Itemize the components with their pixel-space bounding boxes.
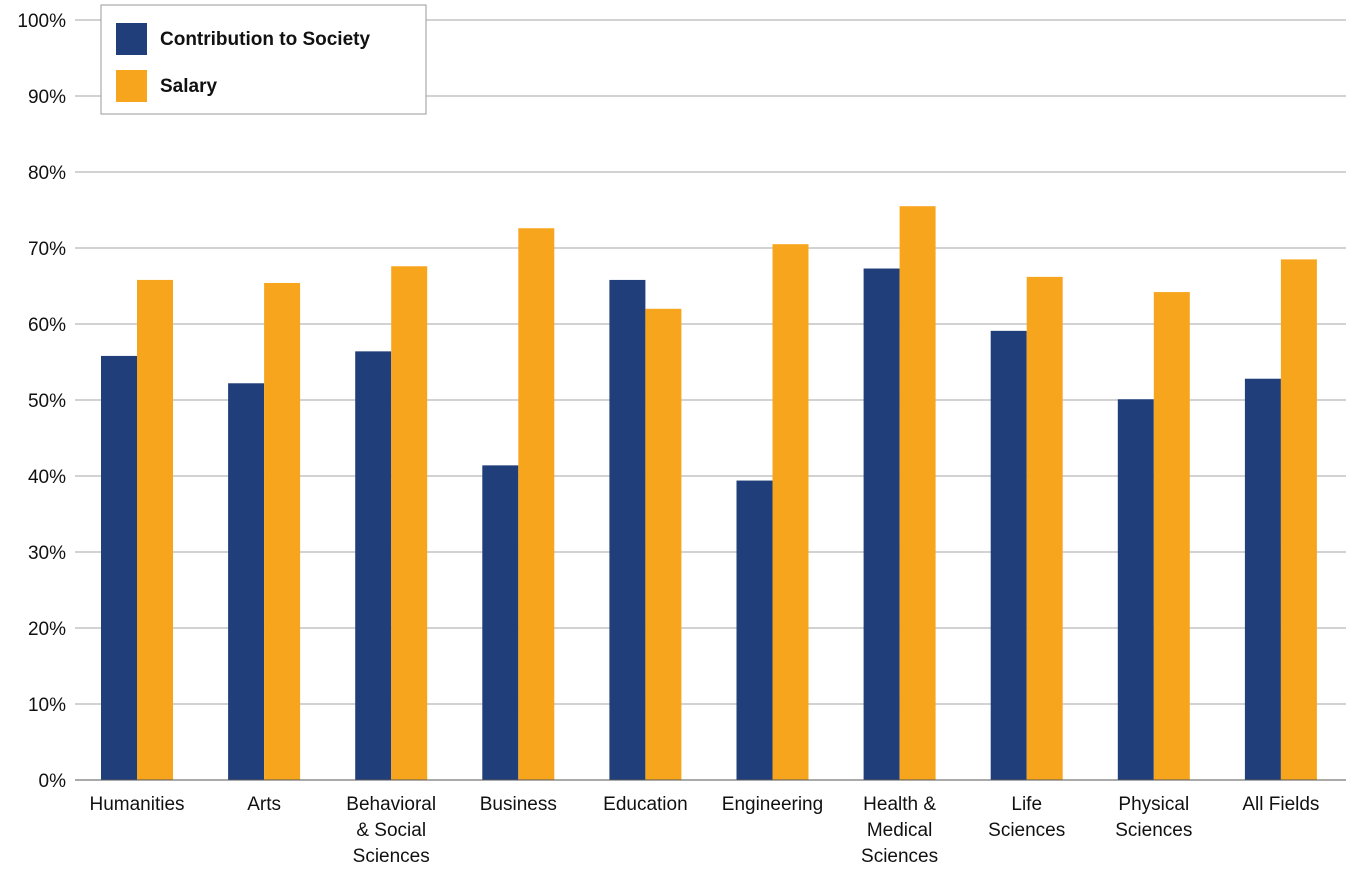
y-tick-label: 40%	[28, 467, 66, 488]
y-tick-label: 30%	[28, 543, 66, 564]
bar-salary	[645, 308, 682, 780]
legend: Contribution to Society Salary	[100, 4, 427, 115]
bar-contribution	[863, 268, 900, 780]
legend-label: Salary	[160, 76, 217, 97]
axes: 0% 10% 20% 30% 40% 50% 60% 70% 80% 90% 100% Humanit…	[17, 11, 1346, 867]
legend-swatch	[116, 70, 147, 102]
bar-contribution	[609, 279, 646, 780]
x-tick-label: Business	[480, 794, 557, 815]
bar-contribution	[101, 355, 137, 780]
bar-contribution	[355, 351, 392, 780]
bar-contribution	[990, 330, 1027, 780]
bar-salary	[518, 228, 555, 781]
bar-salary	[772, 244, 809, 780]
x-tick-label: Education	[603, 794, 688, 815]
bar-salary	[137, 279, 173, 780]
y-tick-label: 100%	[17, 11, 66, 32]
bar-contribution	[1244, 378, 1281, 780]
x-tick-label: Sciences	[1115, 820, 1192, 841]
y-tick-label: 0%	[39, 771, 67, 792]
bar-salary	[391, 266, 428, 780]
x-tick-label: Sciences	[988, 820, 1065, 841]
x-tick-label: Medical	[867, 820, 932, 841]
bar-salary	[1153, 292, 1190, 780]
x-tick-label: Engineering	[722, 794, 823, 815]
x-tick-label: Sciences	[861, 846, 938, 867]
y-tick-label: 20%	[28, 619, 66, 640]
bar-contribution	[736, 480, 773, 780]
bar-contribution	[228, 383, 265, 780]
bar-salary	[1280, 259, 1317, 780]
legend-swatch	[116, 23, 147, 55]
y-tick-label: 90%	[28, 87, 66, 108]
x-tick-label: Health &	[863, 794, 936, 815]
y-tick-label: 10%	[28, 695, 66, 716]
bars	[101, 206, 1317, 781]
bar-salary	[264, 282, 301, 780]
x-tick-label: Behavioral	[346, 794, 436, 815]
bar-contribution	[482, 465, 519, 780]
y-tick-label: 60%	[28, 315, 66, 336]
x-tick-label: Arts	[247, 794, 281, 815]
bar-salary	[899, 206, 936, 780]
y-tick-label: 50%	[28, 391, 66, 412]
y-tick-label: 80%	[28, 163, 66, 184]
bar-salary	[1026, 276, 1063, 780]
x-tick-label: Physical	[1118, 794, 1189, 815]
x-tick-label: & Social	[356, 820, 426, 841]
x-tick-label: Humanities	[89, 794, 184, 815]
y-tick-label: 70%	[28, 239, 66, 260]
x-tick-label: Sciences	[353, 846, 430, 867]
x-tick-label: Life	[1011, 794, 1042, 815]
legend-box	[100, 4, 427, 115]
x-tick-label: All Fields	[1242, 794, 1319, 815]
legend-label: Contribution to Society	[160, 29, 370, 50]
bar-contribution	[1117, 399, 1154, 780]
